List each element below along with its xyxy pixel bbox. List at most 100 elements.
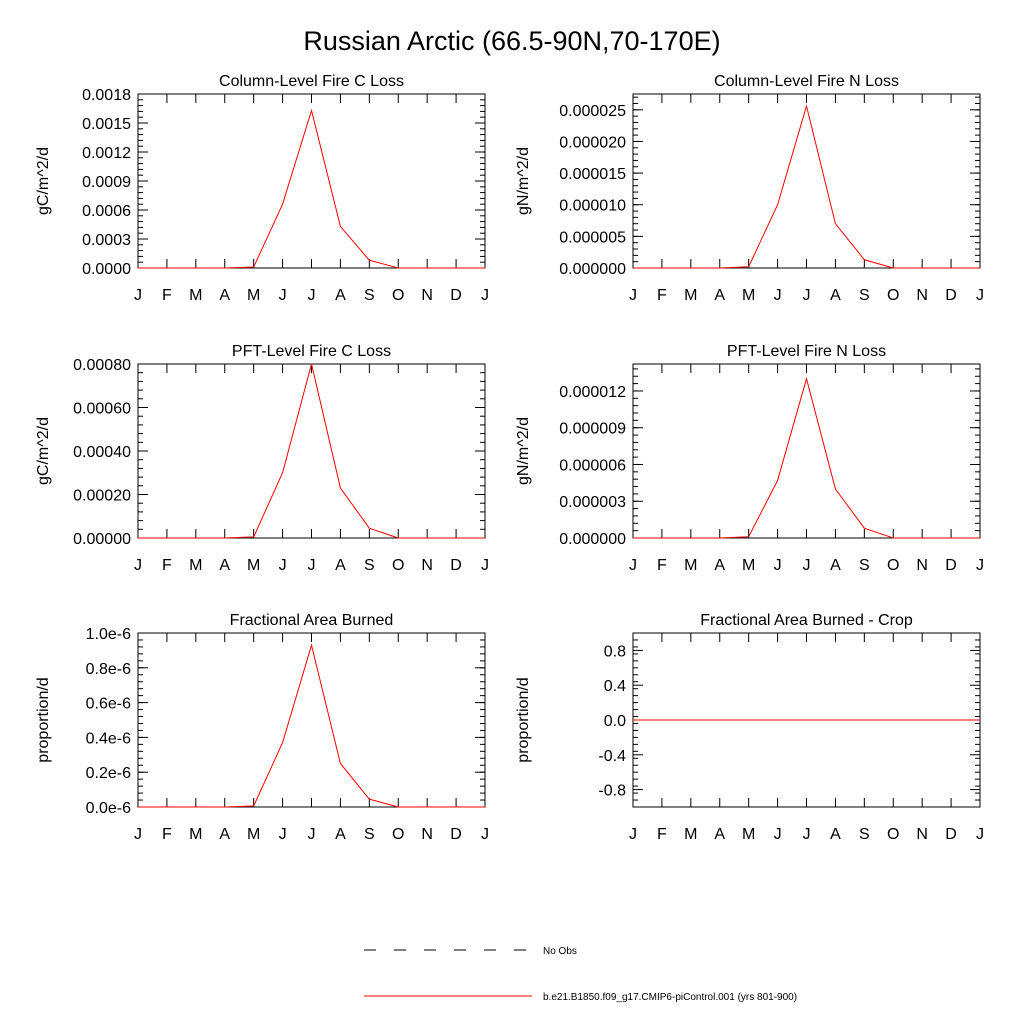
x-tick-label: M (247, 557, 260, 574)
x-tick-label: A (335, 287, 346, 304)
y-tick-label: 0.000005 (559, 229, 626, 246)
x-tick-label: J (481, 287, 489, 304)
y-tick-label: 0.0e-6 (86, 800, 131, 817)
x-tick-label: J (774, 287, 782, 304)
y-tick-label: 0.000012 (559, 384, 626, 401)
x-tick-label: N (916, 557, 928, 574)
x-tick-label: J (976, 557, 984, 574)
x-tick-label: N (421, 287, 433, 304)
x-tick-label: N (421, 557, 433, 574)
x-tick-label: A (830, 826, 841, 843)
x-tick-label: D (945, 826, 957, 843)
y-axis-label: gC/m^2/d (35, 417, 52, 485)
x-tick-label: D (450, 826, 462, 843)
x-tick-label: O (887, 287, 899, 304)
legend-label-control-run: b.e21.B1850.f09_g17.CMIP6-piControl.001 … (543, 992, 797, 1003)
plot-frame (137, 363, 486, 539)
x-tick-label: M (742, 826, 755, 843)
y-tick-label: 1.0e-6 (86, 626, 131, 643)
y-tick-label: 0.4e-6 (86, 730, 131, 747)
panel-title: Column-Level Fire N Loss (714, 73, 899, 90)
legend-label-no-obs: No Obs (543, 946, 577, 957)
x-tick-label: N (916, 287, 928, 304)
x-tick-label: O (392, 287, 404, 304)
y-tick-label: 0.8 (604, 643, 626, 660)
panel-title: PFT-Level Fire C Loss (232, 343, 391, 360)
y-tick-label: 0.4 (604, 678, 626, 695)
y-axis-label: gN/m^2/d (515, 147, 532, 215)
x-tick-label: F (162, 557, 172, 574)
x-tick-label: S (859, 826, 870, 843)
x-tick-label: J (134, 826, 142, 843)
y-tick-label: 0.00040 (73, 444, 131, 461)
y-tick-label: 0.0009 (82, 174, 131, 191)
y-tick-label: 0.000000 (559, 261, 626, 278)
plot-frame (137, 93, 486, 269)
y-axis-label: gN/m^2/d (515, 417, 532, 485)
series-line-b-e21-b1850-f09-g17-cmip6-picontrol-001-yrs-801-900 (633, 104, 980, 269)
x-tick-label: O (887, 826, 899, 843)
x-tick-label: J (308, 557, 316, 574)
x-tick-label: J (976, 826, 984, 843)
y-tick-label: 0.00080 (73, 357, 131, 374)
x-tick-label: A (335, 557, 346, 574)
x-tick-label: M (742, 287, 755, 304)
y-tick-label: 0.000020 (559, 134, 626, 151)
x-tick-label: O (887, 557, 899, 574)
y-tick-label: 0.0000 (82, 261, 131, 278)
x-tick-label: F (162, 287, 172, 304)
x-tick-label: N (916, 826, 928, 843)
y-tick-label: -0.4 (598, 748, 626, 765)
x-tick-label: A (830, 557, 841, 574)
y-tick-label: 0.0003 (82, 232, 131, 249)
y-tick-label: 0.0012 (82, 145, 131, 162)
x-tick-label: J (279, 287, 287, 304)
y-tick-label: 0.2e-6 (86, 765, 131, 782)
x-tick-label: A (714, 287, 725, 304)
x-tick-label: S (859, 557, 870, 574)
x-tick-label: A (219, 287, 230, 304)
x-tick-label: A (335, 826, 346, 843)
x-tick-label: D (450, 287, 462, 304)
x-tick-label: F (657, 287, 667, 304)
x-tick-label: F (657, 826, 667, 843)
series-line-b-e21-b1850-f09-g17-cmip6-picontrol-001-yrs-801-900 (138, 643, 485, 808)
x-tick-label: A (219, 557, 230, 574)
panel-fractional-area-burned-crop: Fractional Area Burned - Crop proportion/… (515, 612, 984, 843)
y-tick-label: 0.00000 (73, 531, 131, 548)
x-tick-label: J (481, 826, 489, 843)
x-tick-label: D (945, 557, 957, 574)
x-tick-label: A (830, 287, 841, 304)
x-tick-label: M (247, 826, 260, 843)
series-line-b-e21-b1850-f09-g17-cmip6-picontrol-001-yrs-801-900 (138, 108, 485, 269)
x-tick-label: A (714, 557, 725, 574)
x-tick-label: J (308, 826, 316, 843)
x-tick-label: S (859, 287, 870, 304)
x-tick-label: S (364, 287, 375, 304)
y-tick-label: 0.00060 (73, 401, 131, 418)
x-tick-label: M (684, 287, 697, 304)
y-axis-label: proportion/d (35, 677, 52, 762)
x-tick-label: J (803, 287, 811, 304)
x-tick-label: M (684, 826, 697, 843)
panel-title: Column-Level Fire C Loss (219, 73, 404, 90)
x-tick-label: J (629, 287, 637, 304)
plot-frame (632, 93, 981, 269)
x-tick-label: M (742, 557, 755, 574)
series-line-b-e21-b1850-f09-g17-cmip6-picontrol-001-yrs-801-900 (138, 363, 485, 539)
x-tick-label: J (481, 557, 489, 574)
x-tick-label: J (803, 557, 811, 574)
y-axis-label: proportion/d (515, 677, 532, 762)
y-tick-label: 0.8e-6 (86, 661, 131, 678)
x-tick-label: J (308, 287, 316, 304)
x-tick-label: F (162, 826, 172, 843)
y-axis-label: gC/m^2/d (35, 147, 52, 215)
x-tick-label: J (279, 826, 287, 843)
plot-frame (137, 632, 486, 808)
x-tick-label: D (945, 287, 957, 304)
x-tick-label: M (189, 557, 202, 574)
